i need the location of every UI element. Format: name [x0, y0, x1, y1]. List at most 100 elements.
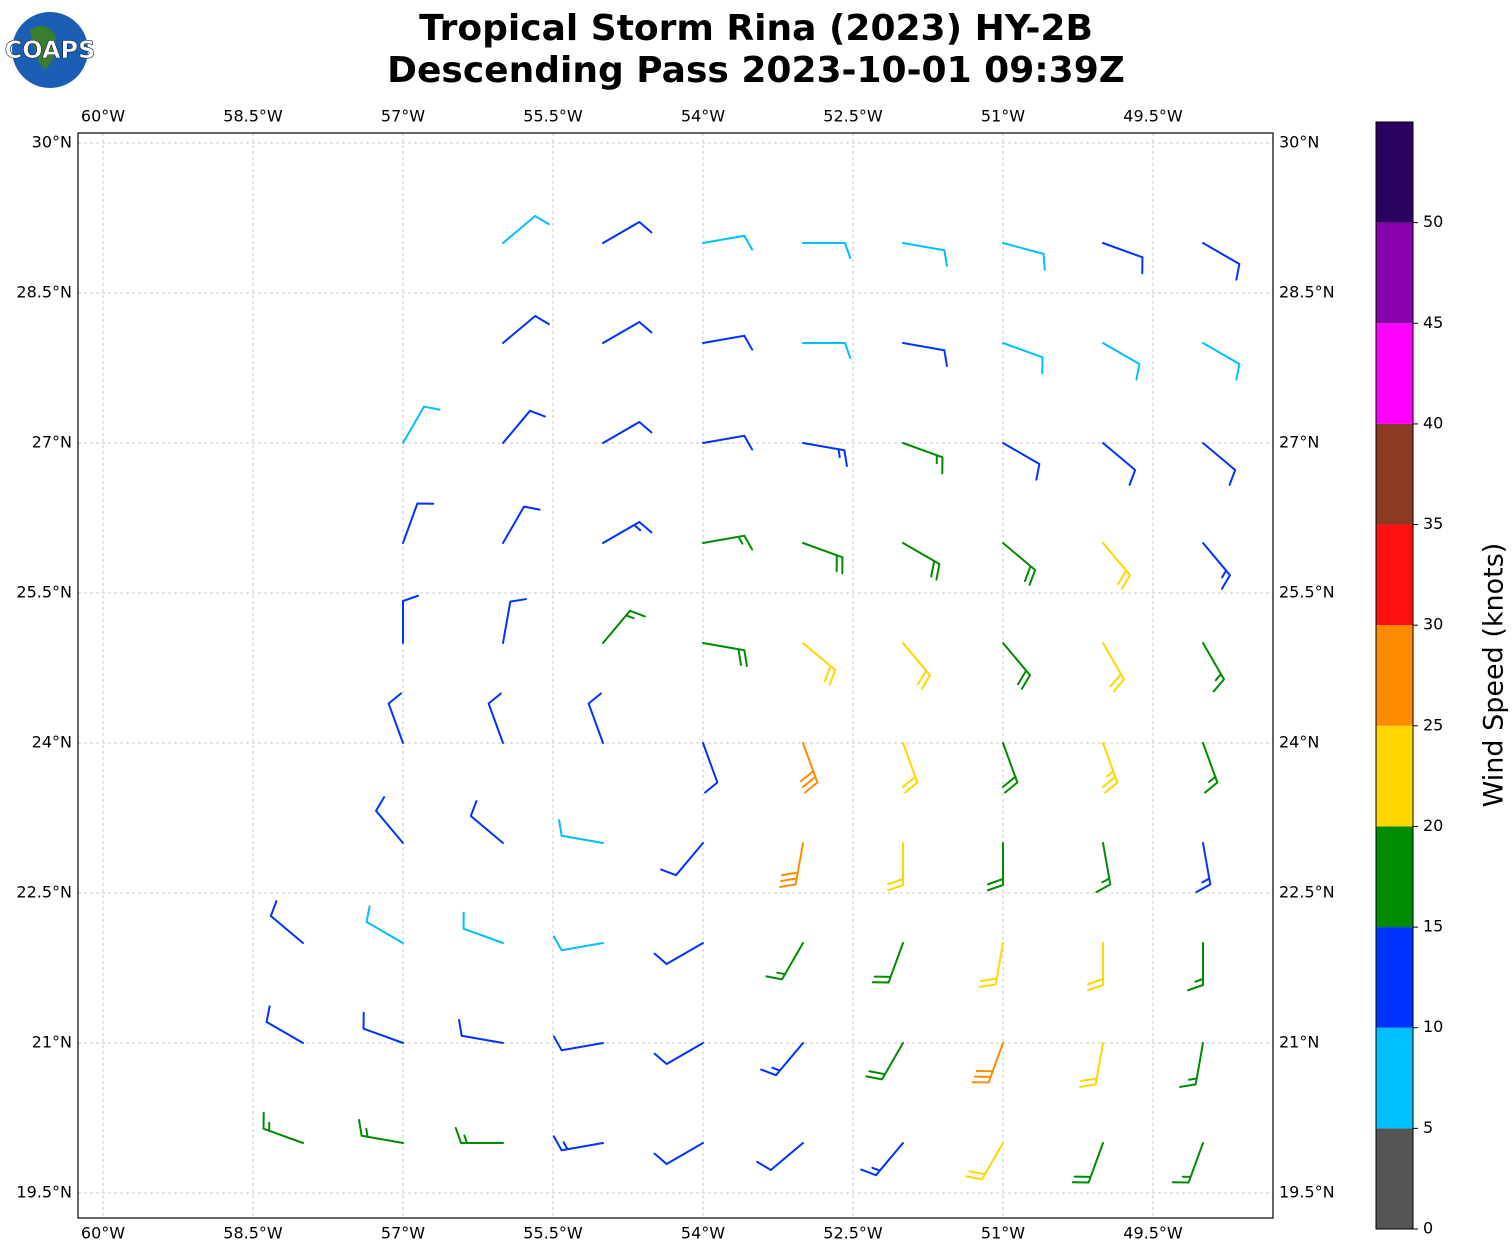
- x-tick-label: 57°W: [381, 1224, 425, 1243]
- wind-barb: [971, 1042, 1004, 1084]
- wind-barb: [454, 1127, 504, 1144]
- wind-barb: [587, 692, 604, 744]
- wind-barb: [1202, 342, 1241, 381]
- colorbar-tick-label: 15: [1423, 917, 1443, 936]
- y-tick-label: 25.5°N: [1279, 583, 1335, 602]
- colorbar-band: [1376, 1027, 1413, 1129]
- colorbar-band: [1376, 122, 1413, 223]
- wind-barb: [871, 942, 904, 984]
- wind-barb: [802, 442, 848, 467]
- wind-barb: [1079, 1042, 1104, 1088]
- wind-barb: [902, 242, 948, 267]
- wind-barb: [765, 942, 804, 981]
- x-tick-label: 51°W: [981, 1224, 1025, 1243]
- wind-barb: [1102, 342, 1141, 381]
- wind-barb: [702, 642, 748, 667]
- barb-layer: [262, 215, 1241, 1184]
- wind-barb: [265, 1005, 304, 1044]
- wind-barb: [902, 742, 919, 794]
- colorbar-band: [1376, 222, 1413, 324]
- wind-barb: [402, 502, 435, 544]
- colorbar-frame: [1375, 121, 1414, 1230]
- wind-barb: [902, 542, 941, 581]
- wind-barb: [502, 505, 541, 544]
- wind-barb: [1102, 642, 1125, 693]
- wind-barb: [902, 342, 948, 367]
- wind-barb: [702, 234, 754, 251]
- wind-barb: [653, 942, 704, 965]
- y-tick-label: 28.5°N: [1279, 283, 1335, 302]
- logo: COAPS: [4, 12, 96, 88]
- wind-barb: [1179, 1042, 1204, 1088]
- wind-barb: [1102, 242, 1144, 275]
- x-tick-label: 54°W: [681, 1224, 725, 1243]
- colorbar-band: [1376, 625, 1413, 726]
- colorbar-tick-label: 25: [1423, 715, 1443, 734]
- x-tick-label: 49.5°W: [1123, 107, 1183, 126]
- wind-barb: [802, 542, 844, 575]
- colorbar-band: [1376, 927, 1413, 1028]
- x-tick-label: 52.5°W: [823, 1224, 883, 1243]
- colorbar-tick-label: 50: [1423, 212, 1443, 231]
- wind-barb: [1102, 442, 1137, 486]
- wind-barb: [802, 342, 852, 359]
- wind-barb: [552, 1035, 604, 1052]
- x-tick-label: 60°W: [81, 107, 125, 126]
- wind-barb: [1102, 542, 1131, 590]
- y-tick-label: 21°N: [1279, 1033, 1319, 1052]
- wind-barb: [1187, 942, 1204, 992]
- wind-barb: [987, 842, 1004, 892]
- wind-barb: [965, 1142, 1004, 1181]
- colorbar-band: [1376, 323, 1413, 424]
- y-tick-label: 21°N: [32, 1033, 72, 1052]
- y-tick-label: 24°N: [1279, 733, 1319, 752]
- colorbar: 0 5 10 15 20 25 30 35 40 45 50: [1375, 121, 1443, 1238]
- chart-subtitle: Descending Pass 2023-10-01 09:39Z: [387, 50, 1125, 91]
- wind-barb: [702, 534, 754, 551]
- wind-barb: [602, 521, 653, 544]
- wind-barb: [760, 1042, 804, 1077]
- wind-barb: [462, 911, 504, 944]
- colorbar-label: Wind Speed (knots): [1479, 543, 1510, 808]
- wind-barb: [602, 321, 653, 344]
- y-tick-label: 30°N: [32, 133, 72, 152]
- y-tick-label: 27°N: [32, 433, 72, 452]
- wind-barb: [502, 215, 550, 244]
- wind-barb: [1002, 342, 1044, 375]
- y-tick-label: 30°N: [1279, 133, 1319, 152]
- wind-barb: [402, 594, 419, 644]
- wind-barb: [602, 421, 653, 444]
- wind-barb: [756, 1142, 804, 1171]
- wind-barb: [1002, 642, 1031, 690]
- colorbar-tick-label: 40: [1423, 413, 1443, 432]
- wind-barb: [375, 796, 404, 844]
- wind-barb: [979, 942, 1004, 988]
- colorbar-band: [1376, 1128, 1413, 1229]
- wind-barb: [660, 842, 704, 877]
- map-frame: [77, 132, 1274, 1219]
- colorbar-tick-label: 35: [1423, 514, 1443, 533]
- wind-barb: [802, 242, 852, 259]
- wind-barb: [552, 935, 604, 952]
- colorbar-band: [1376, 826, 1413, 928]
- wind-barb: [653, 1042, 704, 1065]
- wind-barb: [1195, 842, 1212, 894]
- colorbar-tick-label: 5: [1423, 1118, 1433, 1137]
- wind-barb: [1202, 542, 1231, 590]
- wind-barb: [1202, 742, 1219, 794]
- x-tick-label: 55.5°W: [523, 1224, 583, 1243]
- wind-barb: [1202, 442, 1237, 486]
- wind-barb: [1102, 742, 1119, 794]
- y-tick-label: 22.5°N: [1279, 883, 1335, 902]
- wind-barb: [469, 800, 504, 844]
- wind-barb: [365, 905, 404, 944]
- wind-barb: [358, 1119, 404, 1144]
- x-tick-label: 58.5°W: [223, 1224, 283, 1243]
- logo-land: [30, 26, 57, 70]
- colorbar-tick-label: 0: [1423, 1219, 1433, 1238]
- colorbar-band: [1376, 524, 1413, 626]
- y-tick-label: 24°N: [32, 733, 72, 752]
- wind-barb: [262, 1111, 304, 1144]
- wind-barb: [362, 1011, 404, 1044]
- y-tick-label: 27°N: [1279, 433, 1319, 452]
